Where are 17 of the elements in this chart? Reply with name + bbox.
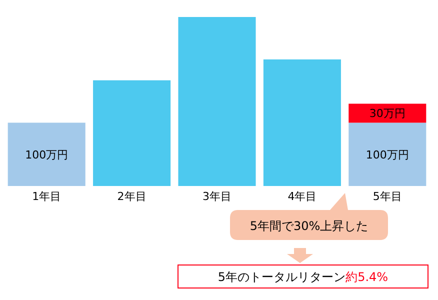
- text: 5年間で30%上昇した: [250, 219, 368, 233]
- bar: [263, 59, 341, 186]
- text: 5年のトータルリターン: [218, 270, 346, 284]
- bar: [178, 17, 256, 186]
- data-label: 100万円: [366, 148, 409, 162]
- text: 約5.4%: [346, 270, 388, 284]
- x-tick-label: 1年目: [32, 190, 62, 203]
- x-tick-label: 5年目: [372, 190, 402, 203]
- bar: [8, 122, 86, 186]
- bar: [348, 104, 426, 123]
- data-label: 100万円: [25, 148, 68, 162]
- bar: [348, 122, 426, 186]
- x-tick-label: 4年目: [288, 190, 317, 203]
- x-tick-label: 3年目: [202, 190, 232, 203]
- bar: [93, 80, 171, 186]
- x-tick-label: 2年目: [117, 190, 146, 203]
- data-label: 30万円: [369, 107, 406, 120]
